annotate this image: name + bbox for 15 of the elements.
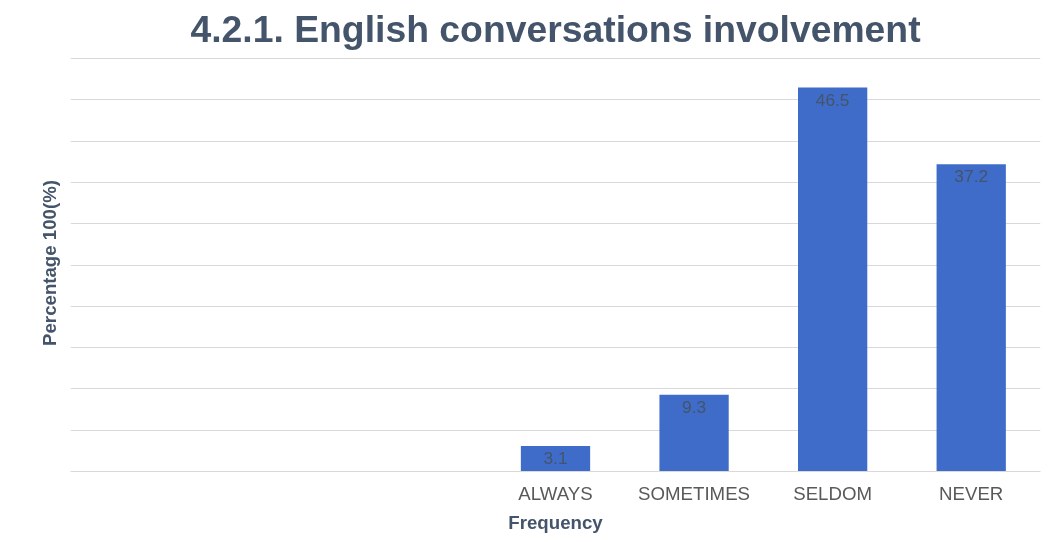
data-label: 46.5	[815, 89, 850, 110]
x-tick-label: NEVER	[939, 482, 1004, 504]
data-label: 37.2	[954, 166, 989, 187]
data-label: 3.1	[543, 447, 568, 468]
x-tick-label: SELDOM	[793, 482, 873, 504]
bar	[659, 394, 729, 472]
x-tick-label: SOMETIMES	[638, 482, 751, 504]
bar	[798, 87, 868, 472]
bar	[520, 445, 591, 472]
data-label: 9.3	[682, 396, 707, 417]
chart-title: 4.2.1. English conversations involvement	[190, 7, 921, 50]
x-tick-label: ALWAYS	[518, 482, 593, 504]
y-axis-title: Percentage 100(%)	[38, 180, 60, 346]
x-axis-title: Frequency	[508, 511, 604, 533]
bar	[936, 164, 1006, 472]
